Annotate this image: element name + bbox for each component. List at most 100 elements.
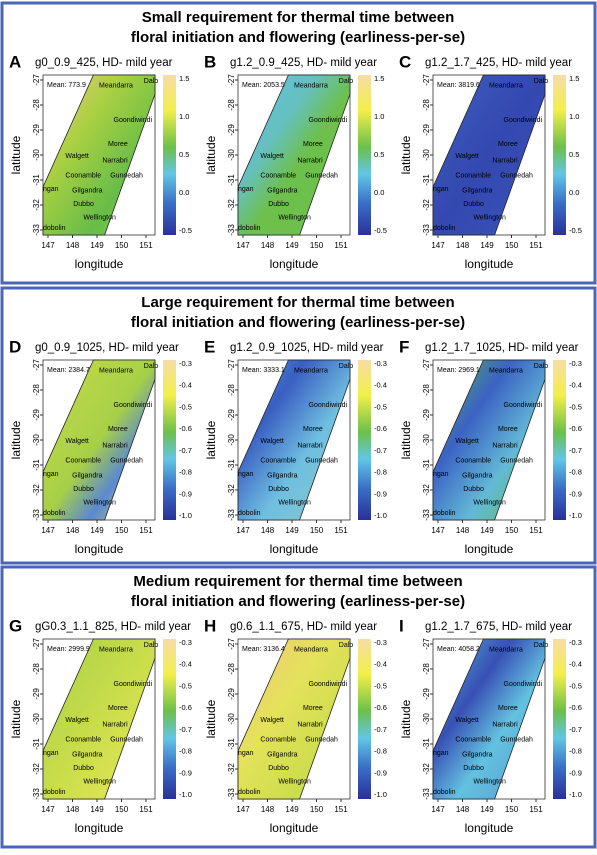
x-tick-label: 147: [431, 241, 445, 250]
town-label: ngan: [238, 750, 254, 757]
colorbar-tick-label: -0.3: [179, 638, 192, 647]
town-label: Meandarra: [489, 646, 523, 653]
panel-letter: B: [204, 52, 216, 71]
colorbar-tick-label: 1.5: [569, 74, 579, 83]
town-label: Goondiwindi: [309, 117, 348, 124]
y-tick-label: -30: [227, 713, 236, 725]
town-label: dobolin: [238, 789, 261, 796]
panel-title: gG0.3_1.1_825, HD- mild year: [35, 621, 191, 633]
y-tick-label: -28: [422, 663, 431, 675]
town-label: Dubbo: [463, 201, 484, 208]
town-label: Gunnedah: [110, 736, 143, 743]
y-tick-label: -27: [32, 638, 41, 650]
colorbar-tick-label: -0.5: [374, 402, 387, 411]
town-label: Dalb: [339, 78, 354, 85]
colorbar: [358, 639, 371, 799]
colorbar-tick-label: -0.5: [569, 681, 582, 690]
colorbar-tick-label: -0.5: [569, 226, 582, 235]
town-label: ngan: [433, 750, 449, 757]
town-label: Walgett: [260, 717, 284, 724]
colorbar-tick-label: -1.0: [179, 511, 192, 520]
x-tick-label: 151: [334, 805, 348, 814]
mean-label: Mean: 3136.4: [242, 646, 285, 653]
town-label: Narrabri: [102, 721, 128, 728]
x-tick-label: 151: [334, 526, 348, 535]
town-label: Goondiwindi: [504, 681, 543, 688]
y-tick-label: -30: [32, 713, 41, 725]
town-label: Gunnedah: [110, 457, 143, 464]
x-tick-label: 148: [456, 526, 470, 535]
x-axis-label: longitude: [75, 821, 124, 835]
colorbar-tick-label: -1.0: [569, 511, 582, 520]
colorbar-tick-label: -0.7: [179, 446, 192, 455]
town-label: Wellington: [473, 214, 506, 221]
colorbar-tick-label: -0.3: [569, 638, 582, 647]
town-label: Moree: [303, 426, 323, 433]
colorbar-tick-label: 0.5: [374, 150, 384, 159]
colorbar-tick-label: -1.0: [374, 511, 387, 520]
colorbar-tick-label: -0.5: [569, 402, 582, 411]
town-label: Dalb: [534, 78, 549, 85]
town-label: Walgett: [260, 438, 284, 445]
town-label: Coonamble: [260, 736, 296, 743]
town-label: Wellington: [473, 499, 506, 506]
colorbar-tick-label: -0.8: [569, 747, 582, 756]
y-tick-label: -27: [422, 359, 431, 371]
x-tick-label: 150: [115, 805, 129, 814]
town-label: Gilgandra: [72, 187, 102, 194]
town-label: Meandarra: [99, 82, 133, 89]
town-label: Dubbo: [268, 201, 289, 208]
panel-title: g1.2_1.7_675, HD- mild year: [425, 621, 572, 633]
section-border: [0, 1, 597, 285]
panel-title: g1.2_0.9_1025, HD- mild year: [230, 342, 384, 354]
y-tick-label: -27: [227, 638, 236, 650]
colorbar-tick-label: -0.8: [179, 468, 192, 477]
y-tick-label: -31: [32, 174, 41, 186]
x-tick-label: 148: [261, 526, 275, 535]
y-tick-label: -28: [32, 99, 41, 111]
colorbar-tick-label: 1.0: [374, 112, 384, 121]
town-label: Narrabri: [297, 721, 323, 728]
town-label: Gunnedah: [500, 736, 533, 743]
colorbar-tick-label: 0.5: [179, 150, 189, 159]
colorbar-tick-label: -0.3: [374, 359, 387, 368]
y-tick-label: -32: [422, 763, 431, 775]
y-tick-label: -27: [32, 74, 41, 86]
panel-letter: D: [9, 337, 21, 356]
town-label: dobolin: [433, 510, 456, 517]
colorbar-tick-label: -0.6: [569, 424, 582, 433]
colorbar-tick-label: -0.6: [374, 424, 387, 433]
town-label: Coonamble: [455, 172, 491, 179]
x-tick-label: 149: [90, 805, 104, 814]
town-label: Gilgandra: [72, 472, 102, 479]
town-label: Coonamble: [65, 172, 101, 179]
x-tick-label: 147: [431, 805, 445, 814]
section-title: floral initiation and flowering (earline…: [131, 314, 465, 331]
panel-title: g1.2_1.7_425, HD- mild year: [425, 57, 572, 69]
y-tick-label: -32: [32, 484, 41, 496]
x-tick-label: 148: [261, 241, 275, 250]
town-label: Moree: [303, 141, 323, 148]
town-label: Moree: [108, 426, 128, 433]
colorbar-tick-label: -0.8: [569, 468, 582, 477]
colorbar-tick-label: -0.7: [179, 725, 192, 734]
colorbar-tick-label: -0.6: [179, 424, 192, 433]
x-tick-label: 147: [431, 526, 445, 535]
x-tick-label: 148: [456, 805, 470, 814]
y-tick-label: -28: [422, 99, 431, 111]
colorbar-tick-label: 0.0: [374, 188, 384, 197]
y-tick-label: -32: [422, 484, 431, 496]
town-label: Gunnedah: [110, 172, 143, 179]
town-label: dobolin: [43, 510, 66, 517]
colorbar-tick-label: 1.5: [374, 74, 384, 83]
x-axis-label: longitude: [270, 257, 319, 271]
colorbar-tick-label: 0.5: [569, 150, 579, 159]
map-region: [237, 359, 351, 521]
map-region: [432, 359, 546, 521]
colorbar-tick-label: -0.9: [179, 768, 192, 777]
town-label: Dubbo: [73, 486, 94, 493]
town-label: Meandarra: [294, 367, 328, 374]
colorbar-tick-label: -0.6: [179, 703, 192, 712]
colorbar: [553, 639, 566, 799]
